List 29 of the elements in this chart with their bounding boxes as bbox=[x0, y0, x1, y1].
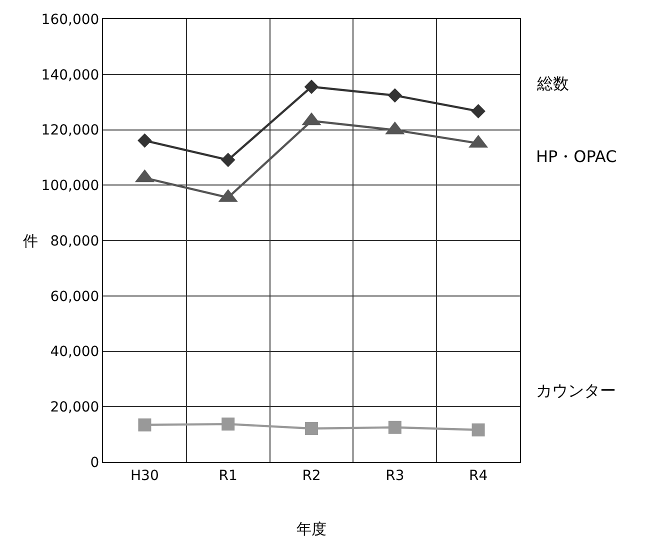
x-tick-label: H30 bbox=[130, 468, 159, 484]
y-tick-label: 20,000 bbox=[50, 400, 100, 416]
point bbox=[222, 418, 235, 431]
y-tick-label: 80,000 bbox=[50, 233, 100, 250]
y-tick-label: 160,000 bbox=[41, 12, 100, 28]
point bbox=[304, 80, 319, 94]
y-axis-title: 件 bbox=[23, 232, 38, 250]
point bbox=[472, 423, 485, 436]
x-tick-label: R2 bbox=[302, 468, 321, 484]
y-tick-label: 100,000 bbox=[41, 178, 100, 194]
x-tick-label: R3 bbox=[386, 468, 404, 484]
x-tick-label: R1 bbox=[218, 468, 238, 484]
text: 総数 bbox=[536, 74, 569, 93]
y-tick-label: 40,000 bbox=[50, 344, 100, 360]
y-tick-label: 120,000 bbox=[41, 122, 100, 139]
text: HP・OPAC bbox=[536, 147, 617, 166]
x-axis-title: 年度 bbox=[296, 520, 326, 538]
point bbox=[305, 422, 318, 435]
point bbox=[138, 418, 152, 432]
text: カウンター bbox=[536, 381, 616, 400]
point bbox=[388, 88, 402, 103]
point bbox=[388, 420, 402, 434]
y-tick-label: 0 bbox=[90, 454, 100, 471]
point bbox=[471, 104, 486, 118]
y-tick-label: 140,000 bbox=[41, 67, 100, 84]
point bbox=[138, 133, 152, 148]
y-tick-label: 60,000 bbox=[50, 288, 100, 305]
x-tick-label: R4 bbox=[468, 468, 488, 484]
point bbox=[220, 152, 236, 168]
